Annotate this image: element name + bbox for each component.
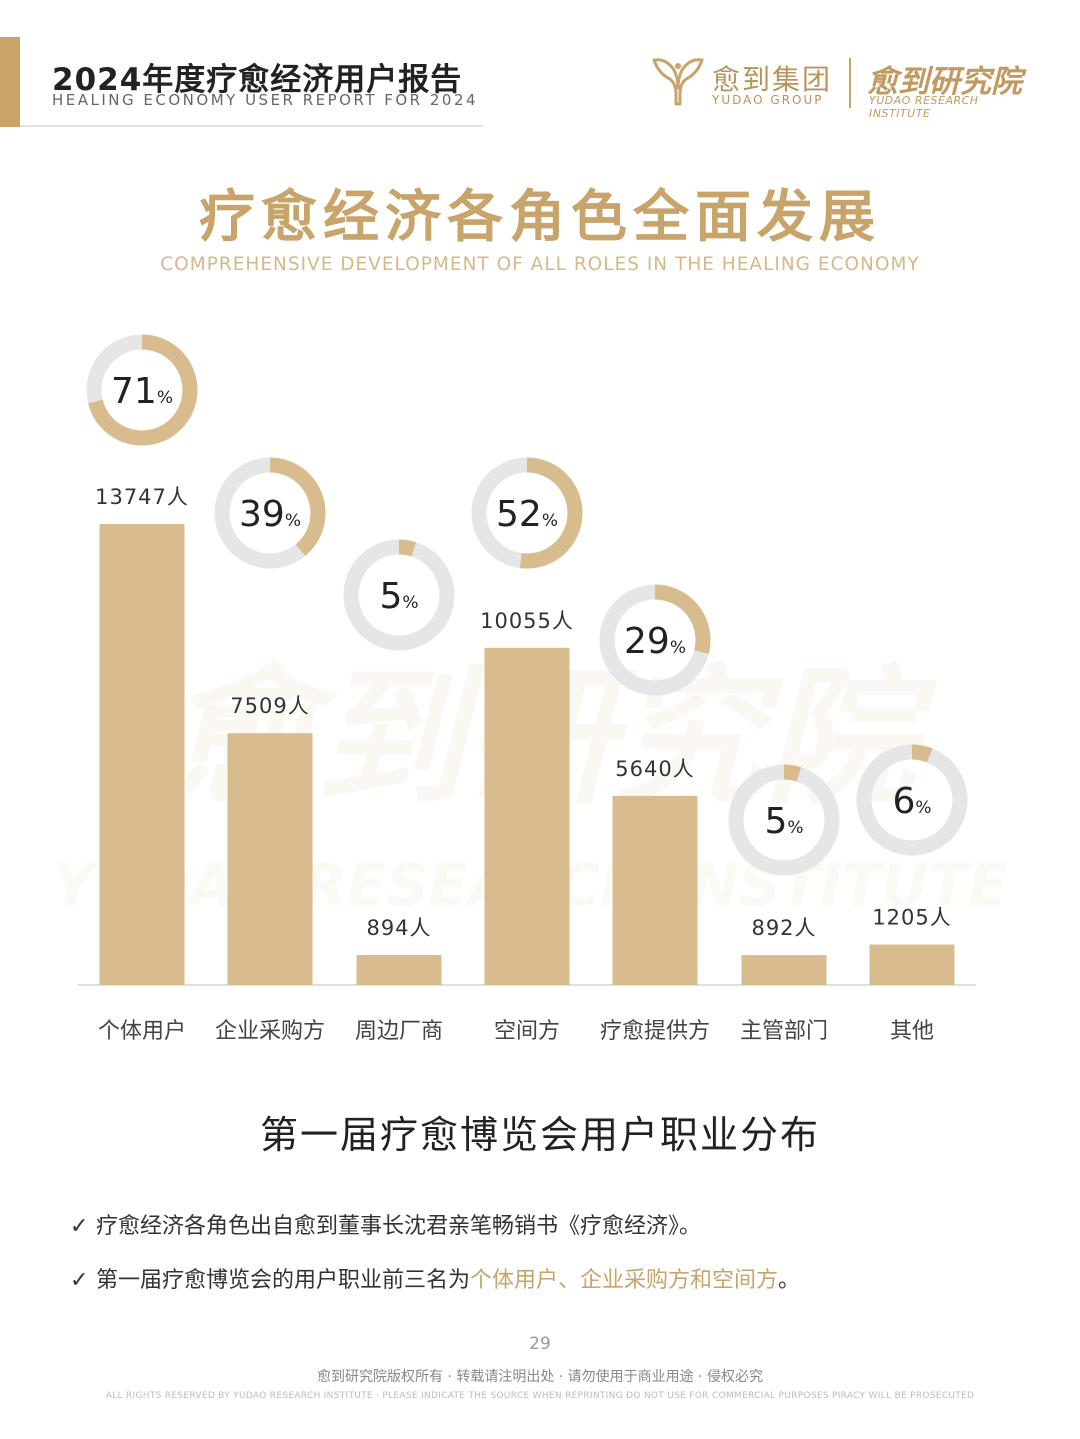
bar-5 bbox=[741, 955, 827, 985]
percent-label-2: 5% bbox=[379, 576, 418, 617]
value-label-4: 5640人 bbox=[615, 757, 694, 781]
check-icon: ✓ bbox=[70, 1214, 89, 1239]
percent-ring-arc-5 bbox=[728, 764, 840, 876]
value-label-5: 892人 bbox=[751, 916, 816, 940]
category-label-2: 周边厂商 bbox=[355, 1019, 443, 1044]
category-label-5: 主管部门 bbox=[740, 1019, 828, 1044]
percent-ring-arc-3 bbox=[471, 457, 583, 569]
note-2-suffix: 。 bbox=[778, 1268, 801, 1293]
institute-name-cn: 愈到研究院 bbox=[867, 64, 1022, 100]
bar-6 bbox=[869, 944, 955, 985]
percent-ring-arc-4 bbox=[599, 584, 711, 696]
percent-label-0: 71% bbox=[111, 371, 173, 412]
page-number: 29 bbox=[529, 1334, 551, 1354]
note-2: ✓ 第一届疗愈博览会的用户职业前三名为个体用户、企业采购方和空间方。 bbox=[70, 1262, 800, 1294]
brand-divider bbox=[849, 58, 851, 108]
note-1: ✓ 疗愈经济各角色出自愈到董事长沈君亲笔畅销书《疗愈经济》。 bbox=[70, 1208, 701, 1240]
percent-ring-arc-6 bbox=[856, 744, 968, 856]
note-1-text: 疗愈经济各角色出自愈到董事长沈君亲笔畅销书《疗愈经济》。 bbox=[96, 1214, 702, 1239]
percent-ring-arc-1 bbox=[214, 457, 326, 569]
footer-copyright-cn: 愈到研究院版权所有 · 转载请注明出处 · 请勿使用于商业用途 · 侵权必究 bbox=[316, 1369, 764, 1385]
yudao-logo-icon bbox=[652, 58, 704, 106]
value-label-6: 1205人 bbox=[872, 906, 951, 930]
percent-ring-arc-0 bbox=[86, 334, 198, 446]
report-title: 2024年度疗愈经济用户报告 bbox=[52, 62, 463, 98]
percent-label-5: 5% bbox=[764, 801, 803, 842]
category-label-0: 个体用户 bbox=[98, 1019, 186, 1044]
note-2-highlight: 个体用户、企业采购方和空间方 bbox=[470, 1268, 779, 1293]
bar-0 bbox=[99, 524, 185, 985]
section-title: 疗愈经济各角色全面发展 bbox=[199, 185, 881, 250]
category-label-4: 疗愈提供方 bbox=[600, 1019, 710, 1044]
bar-3 bbox=[484, 647, 570, 985]
check-icon: ✓ bbox=[70, 1268, 89, 1293]
section-subtitle: COMPREHENSIVE DEVELOPMENT OF ALL ROLES I… bbox=[160, 254, 920, 275]
chart-title: 第一届疗愈博览会用户职业分布 bbox=[259, 1113, 820, 1157]
percent-ring-arc-2 bbox=[343, 539, 455, 651]
category-label-6: 其他 bbox=[890, 1019, 934, 1044]
brand-block: 愈到集团 YUDAO GROUP 愈到研究院 YUDAO RESEARCH IN… bbox=[650, 54, 1030, 120]
bar-1 bbox=[227, 733, 313, 985]
institute-name-en: YUDAO RESEARCH INSTITUTE bbox=[869, 94, 979, 120]
report-subtitle: HEALING ECONOMY USER REPORT FOR 2024 bbox=[52, 91, 479, 109]
percent-label-4: 29% bbox=[624, 621, 686, 662]
category-label-3: 空间方 bbox=[494, 1019, 560, 1044]
brand-name-en: YUDAO GROUP bbox=[712, 93, 824, 107]
value-label-1: 7509人 bbox=[230, 694, 309, 718]
percent-label-6: 6% bbox=[892, 781, 931, 822]
footer-copyright-en: ALL RIGHTS RESERVED BY YUDAO RESEARCH IN… bbox=[105, 1391, 975, 1401]
header-divider bbox=[20, 125, 483, 127]
percent-label-3: 52% bbox=[496, 494, 558, 535]
percent-label-1: 39% bbox=[239, 494, 301, 535]
value-label-3: 10055人 bbox=[480, 609, 574, 633]
brand-name-cn: 愈到集团 bbox=[712, 63, 833, 96]
header-accent-bar bbox=[0, 37, 20, 127]
value-label-2: 894人 bbox=[366, 916, 431, 940]
bar-2 bbox=[356, 955, 442, 985]
bar-4 bbox=[612, 795, 698, 985]
note-2-prefix: 第一届疗愈博览会的用户职业前三名为 bbox=[96, 1268, 471, 1293]
value-label-0: 13747人 bbox=[95, 485, 189, 509]
category-label-1: 企业采购方 bbox=[215, 1019, 325, 1044]
